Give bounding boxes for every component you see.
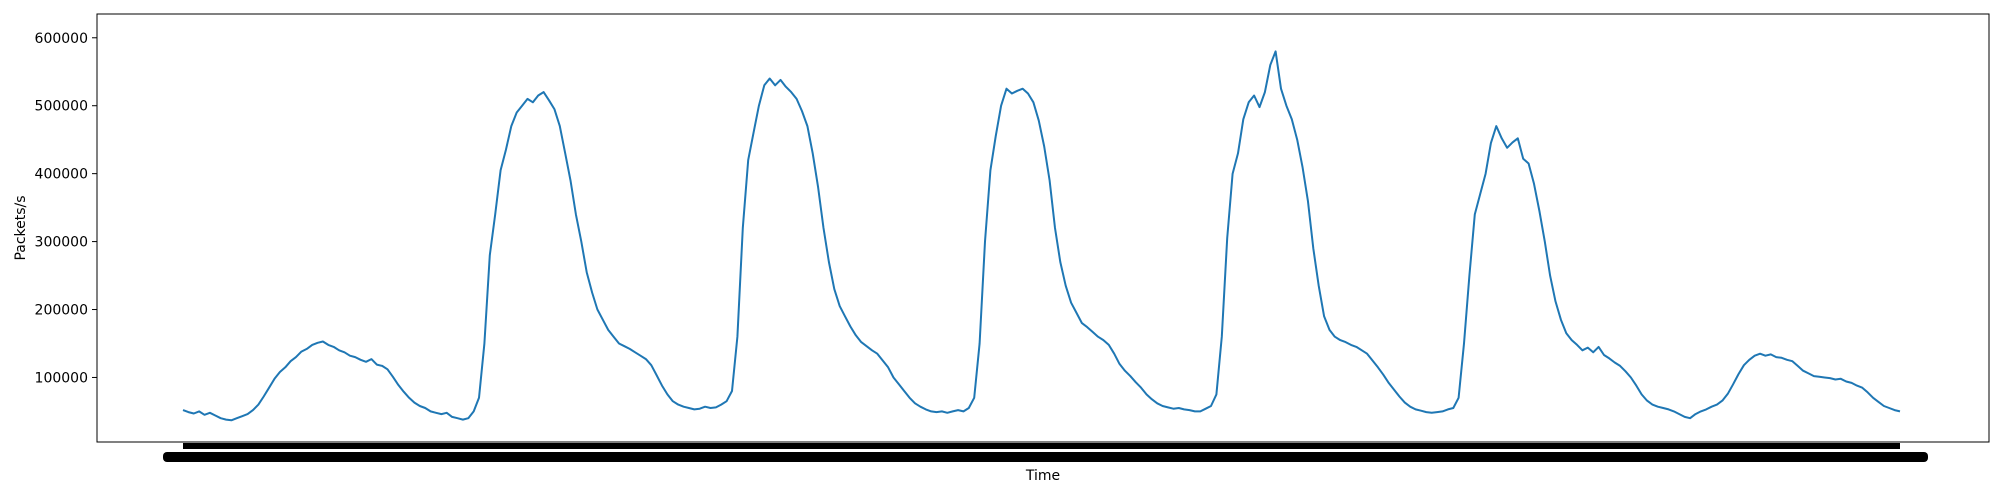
series-layer [182, 50, 1901, 422]
y-tick-label: 100000 [35, 370, 88, 386]
x-tick-labels-overlapping [163, 452, 1928, 462]
plot-area-frame [96, 13, 1990, 443]
y-tick-label: 500000 [35, 99, 88, 115]
y-tick-label: 600000 [35, 31, 88, 47]
y-axis-label: Packets/s [13, 195, 29, 260]
y-axis-ticks [92, 37, 97, 378]
x-tick-marks-band [183, 443, 1900, 449]
y-axis-tick-labels: 100000 200000 300000 400000 500000 600000 [35, 31, 88, 387]
y-tick-label: 200000 [35, 303, 88, 319]
x-axis-label: Time [1025, 468, 1060, 484]
y-tick-label: 400000 [35, 167, 88, 183]
y-tick-label: 300000 [35, 235, 88, 251]
x-axis-ticks [163, 443, 1928, 462]
series-line [182, 50, 1901, 422]
